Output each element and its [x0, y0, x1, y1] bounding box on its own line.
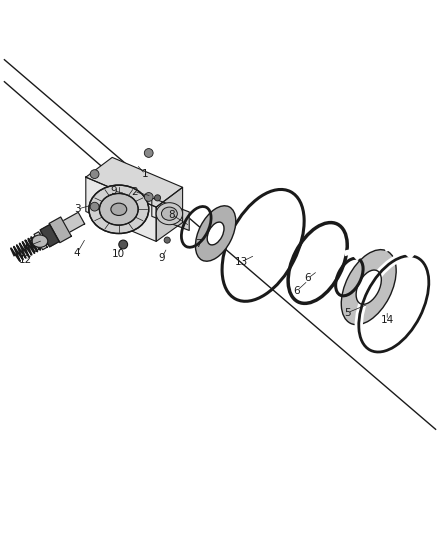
Polygon shape	[34, 232, 47, 250]
Text: 12: 12	[19, 255, 32, 265]
Polygon shape	[86, 177, 156, 241]
Text: 6: 6	[293, 286, 301, 296]
Ellipse shape	[156, 203, 183, 225]
Circle shape	[144, 192, 153, 201]
Ellipse shape	[207, 222, 224, 245]
Text: 11: 11	[23, 240, 37, 251]
Ellipse shape	[195, 206, 236, 261]
Ellipse shape	[32, 235, 48, 247]
Polygon shape	[49, 217, 71, 243]
Text: 10: 10	[111, 249, 125, 259]
Ellipse shape	[356, 270, 381, 304]
Ellipse shape	[161, 207, 177, 220]
Text: 9: 9	[110, 186, 117, 196]
Polygon shape	[156, 187, 183, 241]
Text: 9: 9	[158, 253, 165, 263]
Circle shape	[90, 169, 99, 179]
Text: 14: 14	[381, 315, 394, 325]
Ellipse shape	[341, 249, 396, 325]
Text: 3: 3	[73, 204, 81, 214]
Text: 2: 2	[131, 187, 138, 197]
Ellipse shape	[89, 185, 149, 233]
Text: 5: 5	[344, 308, 351, 318]
Text: 1: 1	[142, 169, 149, 179]
Polygon shape	[40, 224, 59, 247]
Ellipse shape	[99, 193, 138, 225]
Text: 8: 8	[168, 209, 175, 220]
Polygon shape	[86, 157, 183, 207]
Text: 4: 4	[73, 248, 81, 259]
Text: 6: 6	[304, 273, 312, 284]
Circle shape	[119, 240, 128, 249]
Polygon shape	[28, 212, 84, 252]
Ellipse shape	[111, 203, 127, 215]
Text: 13: 13	[235, 257, 248, 267]
Circle shape	[154, 195, 161, 201]
Circle shape	[90, 202, 99, 211]
Circle shape	[164, 237, 170, 243]
Circle shape	[144, 149, 153, 157]
Text: 7: 7	[194, 239, 202, 249]
Polygon shape	[152, 198, 189, 230]
